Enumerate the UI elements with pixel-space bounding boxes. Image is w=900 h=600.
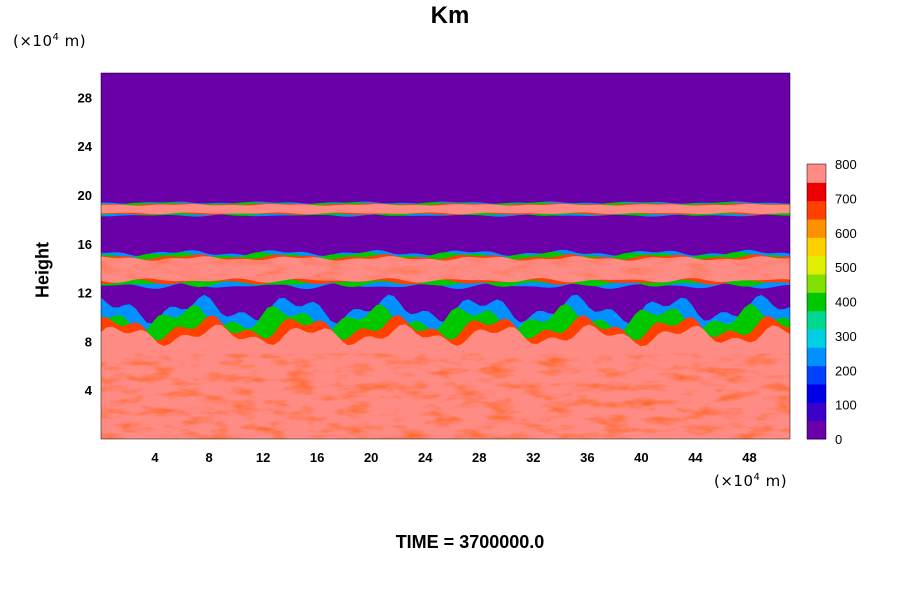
x-tick-label: 24	[418, 450, 433, 465]
x-tick-label: 44	[688, 450, 703, 465]
colorbar-swatch	[807, 164, 826, 183]
colorbar-tick-label: 100	[835, 398, 857, 413]
y-tick-label: 12	[78, 286, 92, 301]
colorbar-swatch	[807, 200, 826, 220]
colorbar-swatch	[807, 347, 826, 367]
x-tick-label: 20	[364, 450, 378, 465]
x-tick-label: 12	[256, 450, 270, 465]
colorbar-tick-label: 200	[835, 363, 857, 378]
x-tick-label: 36	[580, 450, 594, 465]
x-tick-label: 8	[205, 450, 212, 465]
x-tick-label: 28	[472, 450, 486, 465]
x-tick-label: 48	[742, 450, 756, 465]
colorbar-swatch	[807, 274, 826, 293]
colorbar-swatch	[807, 292, 826, 312]
colorbar-tick-label: 300	[835, 329, 857, 344]
y-tick-label: 28	[78, 90, 92, 105]
y-tick-label: 16	[78, 237, 92, 252]
colorbar-swatch	[807, 237, 826, 257]
x-axis-ticks: 4 8 12 16 20 24 28 32 36 40 44 48	[151, 450, 756, 465]
x-tick-label: 40	[634, 450, 648, 465]
colorbar-swatch	[807, 329, 826, 348]
colorbar-tick-label: 0	[835, 432, 842, 447]
colorbar-swatch	[807, 365, 826, 385]
layer-core	[101, 203, 790, 215]
y-tick-label: 8	[85, 334, 92, 349]
x-tick-label: 16	[310, 450, 324, 465]
colorbar-swatch	[807, 384, 826, 403]
colorbar-tick-label: 700	[835, 191, 857, 206]
eddy-texture	[101, 353, 790, 439]
plot-area	[101, 73, 790, 439]
y-tick-label: 20	[78, 188, 92, 203]
middle-texture	[101, 258, 790, 281]
colorbar-swatch	[807, 420, 826, 440]
plot-frame	[100, 72, 791, 440]
colorbar-frame	[806, 163, 827, 440]
x-tick-label: 32	[526, 450, 540, 465]
colorbar: 0 100 200 300 400 500 600 700 800	[806, 157, 857, 447]
colorbar-swatch	[807, 310, 826, 330]
colorbar-tick-label: 800	[835, 157, 857, 172]
x-unit-label: (×104 m)	[714, 472, 788, 490]
y-axis-ticks: 4 8 12 16 20 24 28	[78, 90, 93, 398]
colorbar-tick-label: 400	[835, 295, 857, 310]
colorbar-tick-label: 500	[835, 260, 857, 275]
chart-title: Km	[430, 2, 470, 29]
colorbar-swatch	[807, 182, 826, 202]
y-tick-label: 4	[85, 383, 93, 398]
colorbar-swatch	[807, 255, 826, 275]
time-label: TIME = 3700000.0	[395, 532, 545, 552]
colorbar-tick-label: 600	[835, 226, 857, 241]
colorbar-swatch	[807, 402, 826, 422]
y-tick-label: 24	[78, 139, 93, 154]
y-unit-label: (×104 m)	[13, 32, 87, 50]
x-tick-label: 4	[151, 450, 159, 465]
colorbar-swatch	[807, 219, 826, 238]
